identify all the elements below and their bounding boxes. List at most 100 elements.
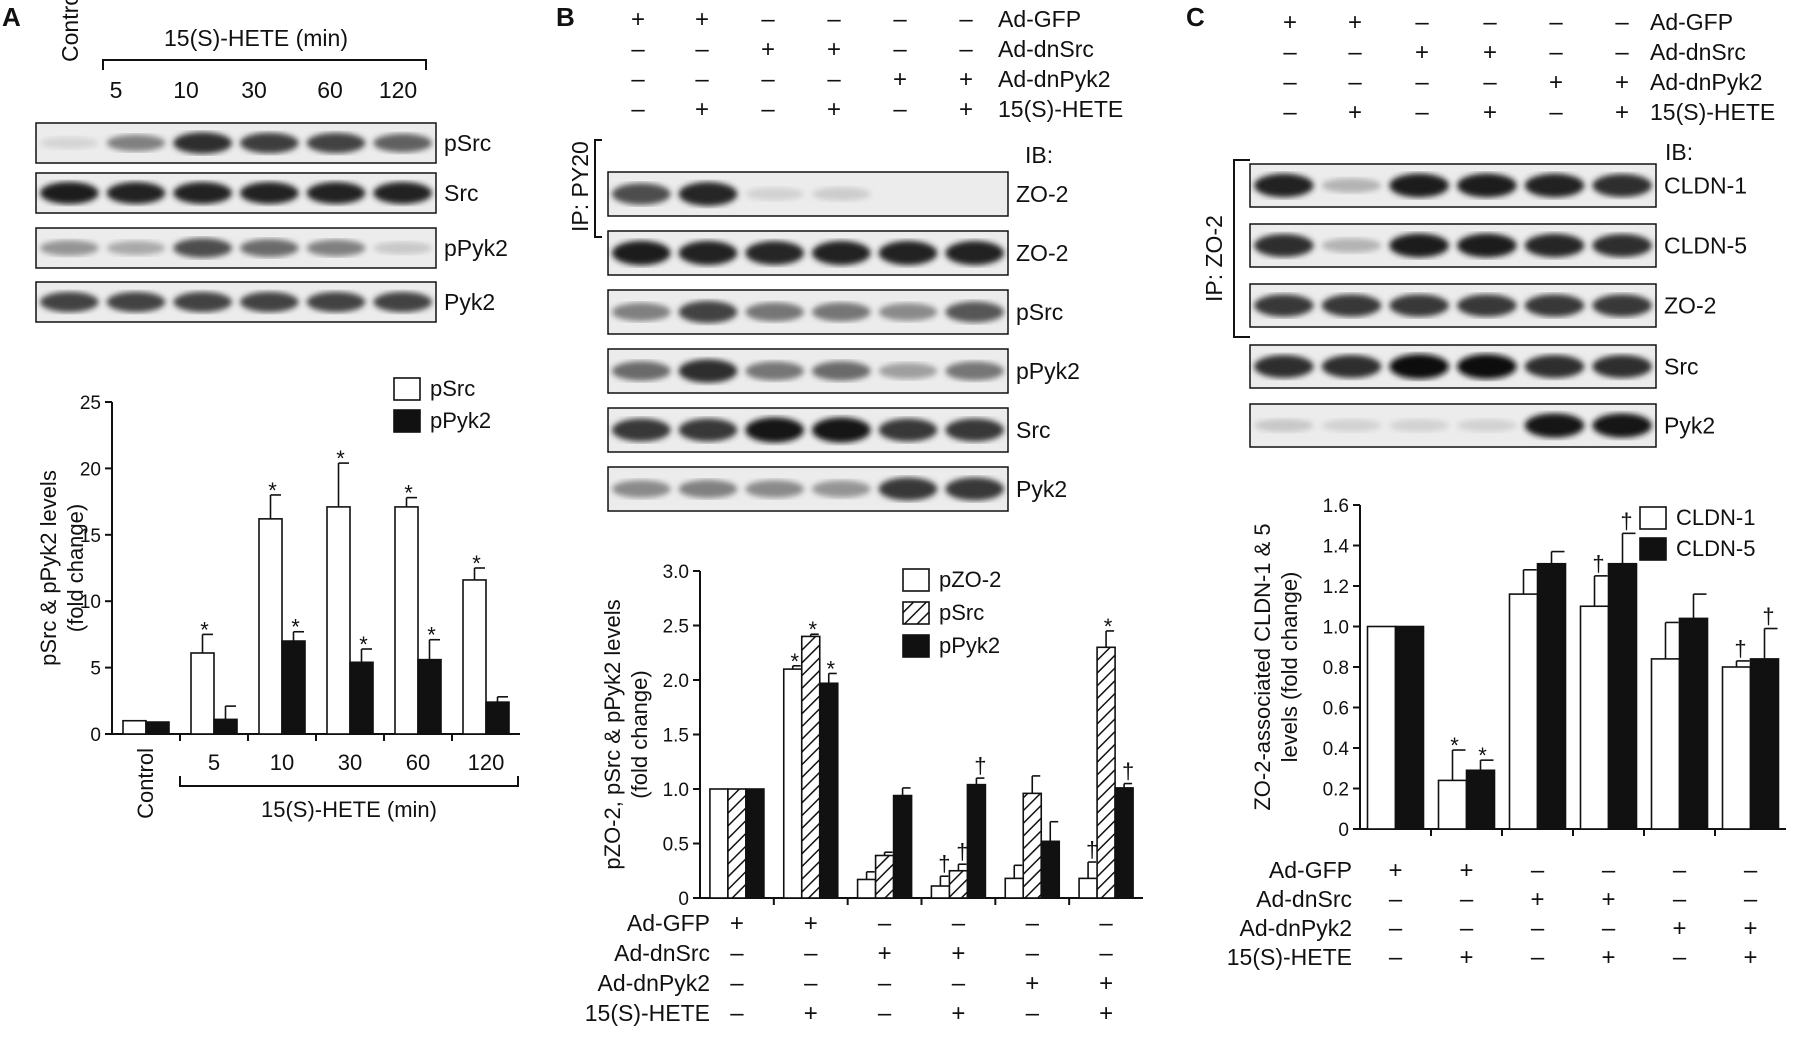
- c-ib-label: IB:: [1665, 139, 1693, 165]
- significance-mark: *: [1104, 614, 1113, 639]
- treat-sign: +: [1283, 9, 1297, 36]
- y-tick-label: 1.5: [663, 726, 689, 747]
- significance-mark: *: [808, 617, 817, 642]
- treat-sign: –: [1483, 9, 1497, 36]
- bar: [213, 718, 238, 735]
- a-time-label: 10: [173, 77, 199, 103]
- blot-band: [612, 418, 671, 442]
- y-axis-label: pSrc & pPyk2 levels(fold change): [36, 470, 88, 666]
- blot-band: [373, 133, 432, 153]
- treat-sign: –: [959, 6, 973, 33]
- blot-label: ZO-2: [1016, 240, 1068, 266]
- blot-band: [945, 418, 1005, 442]
- treat-sign: +: [959, 96, 973, 123]
- bar: [930, 885, 951, 899]
- blot-label: pPyk2: [444, 235, 508, 261]
- y-tick-label: 2.5: [663, 617, 689, 638]
- x-treat-sign: –: [1531, 915, 1545, 942]
- x-group-label: 15(S)-HETE (min): [261, 797, 437, 822]
- treat-sign: –: [1283, 39, 1297, 66]
- b-ip-label: IP: PY20: [567, 141, 593, 232]
- a-time-labels: 5 10 30 60 120: [110, 77, 418, 103]
- blot-band: [1457, 354, 1517, 379]
- y-axis-label-line: pZO-2, pSrc & pPyk2 levels: [600, 599, 625, 869]
- treat-sign: –: [761, 6, 775, 33]
- y-tick-label: 0.2: [1323, 780, 1349, 801]
- blot-strip: Pyk2: [1249, 403, 1715, 448]
- legend-swatch: [393, 377, 421, 401]
- treat-name: Ad-GFP: [1650, 9, 1733, 35]
- x-treat-name: Ad-dnPyk2: [1239, 915, 1352, 941]
- legend-swatch: [1639, 506, 1667, 530]
- x-treat-sign: +: [1459, 857, 1473, 884]
- x-treat-sign: +: [804, 910, 818, 937]
- blot-band: [1457, 419, 1517, 432]
- bar: [1650, 658, 1681, 830]
- x-treat-sign: –: [952, 970, 966, 997]
- treat-sign: +: [631, 6, 645, 33]
- x-treat-name: Ad-GFP: [1269, 857, 1352, 883]
- treat-sign: –: [893, 96, 907, 123]
- x-treat-sign: –: [1460, 915, 1474, 942]
- treat-sign: +: [827, 36, 841, 63]
- legend-label: pPyk2: [939, 633, 1000, 658]
- blot-frame: [1249, 163, 1657, 208]
- blot-label: Src: [444, 180, 479, 206]
- y-tick-label: 0: [90, 725, 101, 746]
- bar: [966, 783, 987, 899]
- x-treat-sign: –: [952, 910, 966, 937]
- blot-strip: ZO-2: [607, 171, 1068, 217]
- x-treat-sign: –: [804, 970, 818, 997]
- blot-band: [306, 291, 366, 313]
- y-axis-label-line: (fold change): [63, 504, 88, 632]
- x-treat-sign: +: [951, 940, 965, 967]
- x-treat-sign: –: [730, 970, 744, 997]
- bar: [892, 794, 913, 899]
- blot-frame: [1249, 403, 1657, 448]
- blot-band: [40, 181, 99, 205]
- blot-band: [1254, 418, 1314, 433]
- blot-band: [1254, 173, 1314, 198]
- treat-sign: +: [1549, 69, 1563, 96]
- blot-strip: Src: [607, 407, 1051, 453]
- treat-sign: –: [695, 66, 709, 93]
- blot-band: [1389, 354, 1449, 379]
- significance-mark: *: [404, 481, 413, 506]
- y-tick-label: 0: [678, 889, 689, 910]
- blot-strip: Src: [35, 172, 479, 214]
- bar: [1749, 658, 1780, 830]
- blot-band: [678, 300, 738, 324]
- blot-band: [1389, 294, 1449, 317]
- x-category-label: 120: [468, 750, 505, 775]
- x-category-label: Control: [133, 748, 158, 819]
- blot-strip: Src: [1249, 344, 1699, 389]
- legend-swatch: [393, 409, 421, 433]
- x-treat-sign: –: [878, 1000, 892, 1027]
- significance-mark: *: [200, 617, 209, 642]
- blot-band: [373, 291, 432, 313]
- blot-label: ZO-2: [1016, 181, 1068, 207]
- treat-sign: –: [1348, 69, 1362, 96]
- x-treat-sign: +: [1459, 944, 1473, 971]
- blot-label: CLDN-5: [1664, 233, 1747, 259]
- blot-band: [106, 134, 166, 152]
- blot-band: [812, 302, 871, 322]
- blot-strip: pSrc: [607, 289, 1063, 335]
- blot-band: [1524, 413, 1585, 438]
- blot-band: [1592, 294, 1652, 317]
- x-treat-sign: +: [804, 1000, 818, 1027]
- treat-name: 15(S)-HETE: [998, 96, 1123, 122]
- blot-band: [240, 132, 299, 154]
- treat-sign: +: [1483, 99, 1497, 126]
- treat-sign: –: [893, 36, 907, 63]
- x-treat-sign: –: [1673, 944, 1687, 971]
- blot-band: [745, 187, 805, 201]
- x-treat-sign: –: [1744, 886, 1758, 913]
- x-treat-sign: –: [1602, 915, 1616, 942]
- x-treat-sign: –: [878, 910, 892, 937]
- x-group-bracket: [179, 776, 519, 787]
- blot-band: [878, 477, 938, 501]
- blot-band: [945, 477, 1005, 501]
- bar: [326, 506, 351, 735]
- blot-label: CLDN-1: [1664, 173, 1747, 199]
